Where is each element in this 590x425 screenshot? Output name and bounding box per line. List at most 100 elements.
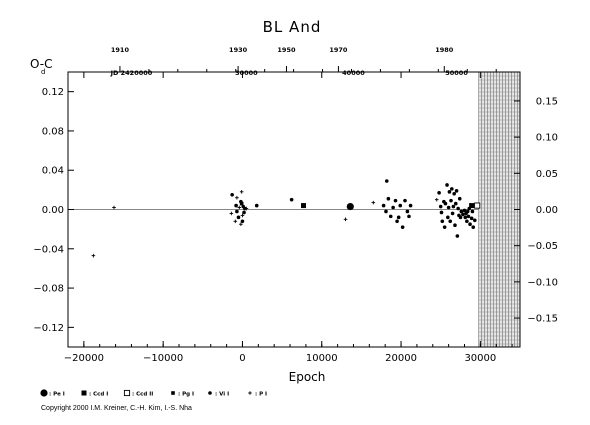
data-point [440,219,445,224]
data-point [244,206,249,211]
data-point [371,200,376,205]
data-point [237,205,242,210]
shaded-region-fill [478,72,520,347]
data-point [434,197,439,202]
data-point [400,225,405,229]
data-point [452,191,456,196]
data-point [391,205,395,210]
data-point [388,214,393,219]
right-tick-label: 0.05 [536,169,558,180]
data-point [239,222,243,227]
data-point [254,203,259,208]
data-point [471,225,476,229]
x-tick-label: 20000 [385,353,417,364]
data-point [459,209,464,214]
legend-marker [248,391,252,395]
data-point [439,210,444,215]
data-point [384,179,389,183]
data-point [381,203,386,208]
data-point [234,203,238,208]
x-tick-label: 10000 [306,353,338,364]
data-point [457,196,462,201]
data-point [453,223,457,228]
data-point [465,219,469,224]
data-point [456,206,460,211]
data-point [446,205,451,210]
y-tick-label: −0.12 [33,323,64,334]
right-tick-label: 0.00 [536,205,558,216]
legend-marker [40,389,48,397]
data-point [236,215,241,220]
x-tick-label: −10000 [143,353,183,364]
data-point [233,219,238,224]
data-point [343,217,348,222]
jd-label: 50000 [445,69,468,77]
jd-label: 40000 [342,69,365,77]
data-point [445,183,449,187]
data-point [235,209,239,214]
data-point [346,202,354,211]
legend-marker [208,391,212,395]
right-tick-label: −0.05 [527,241,558,252]
data-point [395,219,399,224]
data-point [451,204,456,209]
legend-marker [171,391,175,395]
y-tick-label: 0.00 [42,205,64,216]
data-point [468,222,472,227]
y-axis-unit: d [41,68,45,76]
x-tick-label: −20000 [64,353,104,364]
legend-label: : Ccd II [132,392,153,398]
data-point [463,215,468,220]
data-point [474,202,481,209]
shaded-region [478,71,520,347]
legend-label: : Pe I [49,392,65,398]
data-point [229,211,234,216]
right-tick-label: −0.10 [527,277,558,288]
year-tick-label: 1930 [229,46,248,54]
legend: : Pe I: Ccd I: Ccd II: Pg I: Vi I: P I [40,389,267,398]
data-point [301,203,307,209]
y-tick-label: 0.08 [42,126,64,137]
data-point [469,216,474,221]
legend-marker [123,389,131,397]
data-point [458,215,463,220]
data-point [407,214,411,219]
data-point [235,195,239,200]
x-axis-label: Epoch [289,370,326,384]
data-point [240,213,245,218]
y-axis-label: O-C [30,57,53,71]
data-point [91,253,96,258]
data-point [408,203,413,208]
data-point [448,219,453,224]
data-point [450,187,454,191]
chart-title: BL And [263,18,322,36]
legend-marker [81,390,87,396]
data-point [455,234,460,238]
data-point [437,191,441,195]
legend-label: : Vi I [215,392,229,398]
legend-label: : P I [255,392,267,398]
y-tick-label: −0.08 [33,284,64,295]
jd-label: 30000 [235,69,258,77]
data-point [396,215,401,220]
year-tick-label: 1970 [329,46,348,54]
data-point [112,205,116,210]
right-tick-label: 0.15 [536,96,558,107]
jd-label: JD 2420000 [110,69,153,77]
data-point [473,218,477,223]
data-point [384,209,388,214]
data-point [462,208,467,213]
data-point [447,190,452,194]
data-point [438,204,443,209]
data-point [442,225,447,229]
data-point [470,209,475,214]
y-tick-label: 0.04 [42,166,64,177]
year-tick-label: 1980 [435,46,454,54]
data-point [239,199,243,204]
data-point [443,201,448,206]
right-tick-label: −0.15 [527,314,558,325]
right-tick-label: 0.10 [536,133,558,144]
data-point [469,203,475,209]
data-point [230,192,234,197]
